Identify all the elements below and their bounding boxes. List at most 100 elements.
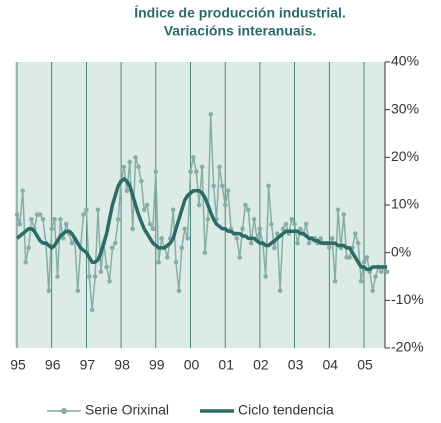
point	[75, 288, 81, 294]
point	[298, 226, 303, 232]
point	[133, 155, 138, 160]
point	[60, 236, 66, 241]
x-tick-label: 00	[184, 357, 200, 373]
point	[40, 217, 46, 222]
y-tick-label: 30%	[391, 100, 419, 116]
point	[150, 226, 156, 232]
y-tick-label: 20%	[391, 148, 419, 164]
y-tick-label: 40%	[391, 53, 419, 69]
point	[277, 288, 283, 294]
y-tick-label: 10%	[391, 196, 419, 212]
x-tick-label: 02	[253, 357, 269, 373]
point	[20, 188, 26, 193]
point	[205, 217, 211, 222]
legend-marker	[61, 408, 67, 414]
point	[69, 240, 75, 246]
point	[156, 259, 161, 265]
point	[274, 231, 280, 236]
point	[263, 274, 268, 279]
point	[121, 164, 127, 170]
point	[176, 288, 182, 294]
point	[52, 217, 57, 222]
point	[115, 217, 121, 222]
point	[191, 155, 196, 160]
x-tick-label: 01	[218, 357, 234, 373]
point	[373, 274, 378, 279]
point	[17, 221, 23, 227]
point	[248, 240, 254, 246]
point	[179, 245, 185, 251]
y-tick-label: 0%	[391, 243, 411, 259]
x-tick-label: 95	[10, 357, 26, 373]
point	[289, 217, 295, 222]
point	[327, 245, 332, 251]
point	[139, 178, 144, 184]
point	[335, 207, 341, 213]
point	[237, 255, 242, 260]
point	[46, 288, 52, 294]
point	[141, 207, 147, 213]
point	[185, 236, 190, 241]
point	[217, 164, 222, 170]
point	[341, 212, 347, 217]
point	[147, 221, 153, 227]
point	[84, 207, 89, 213]
point	[364, 255, 370, 260]
point	[222, 202, 228, 208]
point	[370, 288, 375, 294]
point	[55, 274, 60, 279]
point	[58, 217, 63, 222]
point	[188, 169, 193, 174]
point	[63, 221, 69, 227]
x-tick-label: 97	[80, 357, 96, 373]
point	[355, 240, 361, 246]
point	[153, 169, 159, 174]
point	[361, 259, 367, 265]
point	[303, 221, 309, 227]
series-line	[15, 177, 388, 272]
point	[211, 183, 216, 189]
legend-label: Ciclo tendencia	[238, 402, 334, 418]
point	[104, 264, 109, 270]
point	[269, 221, 274, 227]
point	[266, 183, 271, 189]
point	[95, 207, 101, 213]
point	[379, 269, 384, 275]
point	[280, 226, 286, 232]
point	[225, 188, 231, 193]
point	[196, 202, 202, 208]
legend-label: Serie Orixinal	[85, 402, 169, 418]
point	[170, 207, 176, 213]
point	[272, 245, 277, 251]
point	[283, 221, 289, 227]
x-tick-label: 05	[357, 357, 373, 373]
point	[240, 226, 245, 232]
point	[243, 202, 248, 208]
point	[110, 245, 115, 251]
point	[208, 112, 214, 117]
point	[384, 269, 390, 275]
point	[234, 236, 240, 241]
point	[165, 255, 170, 260]
point	[353, 231, 358, 236]
point	[332, 278, 338, 284]
chart-title: Índice de producción industrial.	[134, 5, 346, 21]
point	[144, 202, 150, 208]
point	[193, 169, 199, 174]
point	[49, 226, 54, 232]
point	[29, 217, 34, 222]
point	[130, 226, 135, 232]
point	[318, 236, 323, 241]
point	[86, 274, 92, 279]
point	[173, 259, 179, 265]
point	[107, 278, 112, 284]
point	[113, 240, 118, 246]
x-tick-label: 03	[288, 357, 304, 373]
point	[295, 240, 300, 246]
x-tick-label: 04	[323, 357, 339, 373]
point	[23, 259, 28, 265]
point	[159, 236, 164, 241]
point	[37, 212, 43, 217]
chart-title: Variacións interanuais.	[164, 23, 317, 39]
